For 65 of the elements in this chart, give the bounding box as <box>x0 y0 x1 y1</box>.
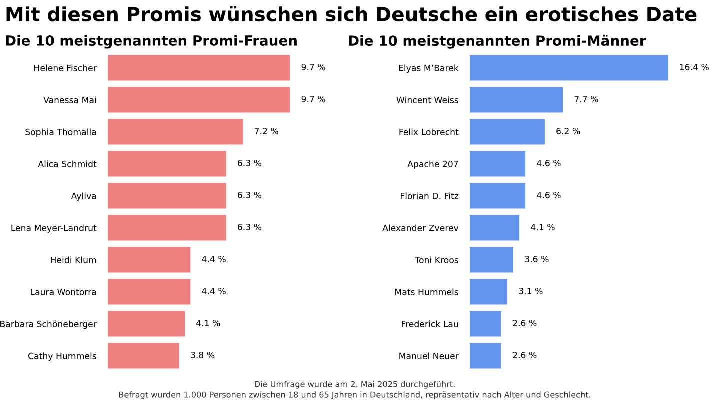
bar <box>470 215 520 241</box>
text: Die Umfrage wurde am 2. Mai 2025 durchgeführt. <box>255 381 455 389</box>
bar <box>108 311 185 337</box>
y-tick-label: Mats Hummels <box>396 288 458 296</box>
data-label: 2.6 % <box>513 352 537 358</box>
y-tick-label: Alexander Zverev <box>382 224 459 232</box>
y-tick-label: Felix Lobrecht <box>400 128 459 136</box>
data-label: 6.3 % <box>238 160 262 166</box>
y-tick-label: Laura Wontorra <box>31 288 96 296</box>
data-label: 6.3 % <box>238 224 262 230</box>
y-tick-label: Alica Schmidt <box>38 160 97 168</box>
data-label: 4.6 % <box>537 160 561 166</box>
bar <box>470 247 514 273</box>
data-label: 4.4 % <box>202 256 226 262</box>
data-label: 6.2 % <box>556 128 580 134</box>
data-label: 3.8 % <box>191 352 215 358</box>
y-tick-label: Heidi Klum <box>51 256 96 264</box>
y-tick-label: Elyas M’Barek <box>399 64 459 74</box>
data-label: 4.1 % <box>531 224 555 230</box>
bar <box>470 119 545 145</box>
data-label: 2.6 % <box>513 320 537 326</box>
data-label: 9.7 % <box>302 96 326 102</box>
bar <box>470 343 502 369</box>
bar <box>470 55 668 81</box>
y-tick-label: Toni Kroos <box>415 256 458 264</box>
bar <box>108 343 180 369</box>
data-label: 4.4 % <box>202 288 226 294</box>
data-label: 4.1 % <box>196 320 220 326</box>
text: Mit diesen Promis wünschen sich Deutsche ein erotisches Date <box>6 6 697 22</box>
data-label: 6.3 % <box>238 192 262 198</box>
data-label: 4.6 % <box>537 192 561 198</box>
bar <box>108 55 290 81</box>
data-label: 7.2 % <box>255 128 278 134</box>
chart-subtitle: Die 10 meistgenannten Promi-Männer <box>349 35 646 49</box>
y-tick-label: Florian D. Fitz <box>400 192 459 200</box>
bar <box>108 119 244 145</box>
data-label: 3.6 % <box>525 256 549 262</box>
data-label: 3.1 % <box>519 288 543 294</box>
data-label: 16.4 % <box>680 64 709 70</box>
text: Befragt wurden 1.000 Personen zwischen 18 und 65 Jahren in Deutschland, repräsentativ nach Alter und Geschlecht. <box>119 392 590 400</box>
bar <box>108 87 290 113</box>
y-tick-label: Wincent Weiss <box>396 96 458 104</box>
bar <box>470 279 508 305</box>
y-tick-label: Helene Fischer <box>34 64 97 72</box>
bar <box>470 183 526 209</box>
y-tick-label: Vanessa Mai <box>44 96 96 104</box>
chart-subtitle: Die 10 meistgenannten Promi-Frauen <box>6 35 297 49</box>
y-tick-label: Frederick Lau <box>402 320 458 328</box>
bar <box>108 279 191 305</box>
y-tick-label: Cathy Hummels <box>28 352 96 362</box>
bar <box>108 247 191 273</box>
bar <box>470 87 564 113</box>
data-label: 9.7 % <box>302 64 326 70</box>
bar <box>470 311 502 337</box>
y-tick-label: Apache 207 <box>408 160 458 170</box>
data-label: 7.7 % <box>574 96 598 102</box>
y-tick-label: Manuel Neuer <box>400 352 459 360</box>
bar <box>108 183 226 209</box>
bar <box>470 151 526 177</box>
y-tick-label: Ayliva <box>71 192 96 202</box>
y-tick-label: Sophia Thomalla <box>26 128 96 138</box>
bar <box>108 151 226 177</box>
y-tick-label: Lena Meyer-Landrut <box>12 224 97 234</box>
bar <box>108 215 226 241</box>
y-tick-label: Barbara Schöneberger <box>0 320 97 330</box>
